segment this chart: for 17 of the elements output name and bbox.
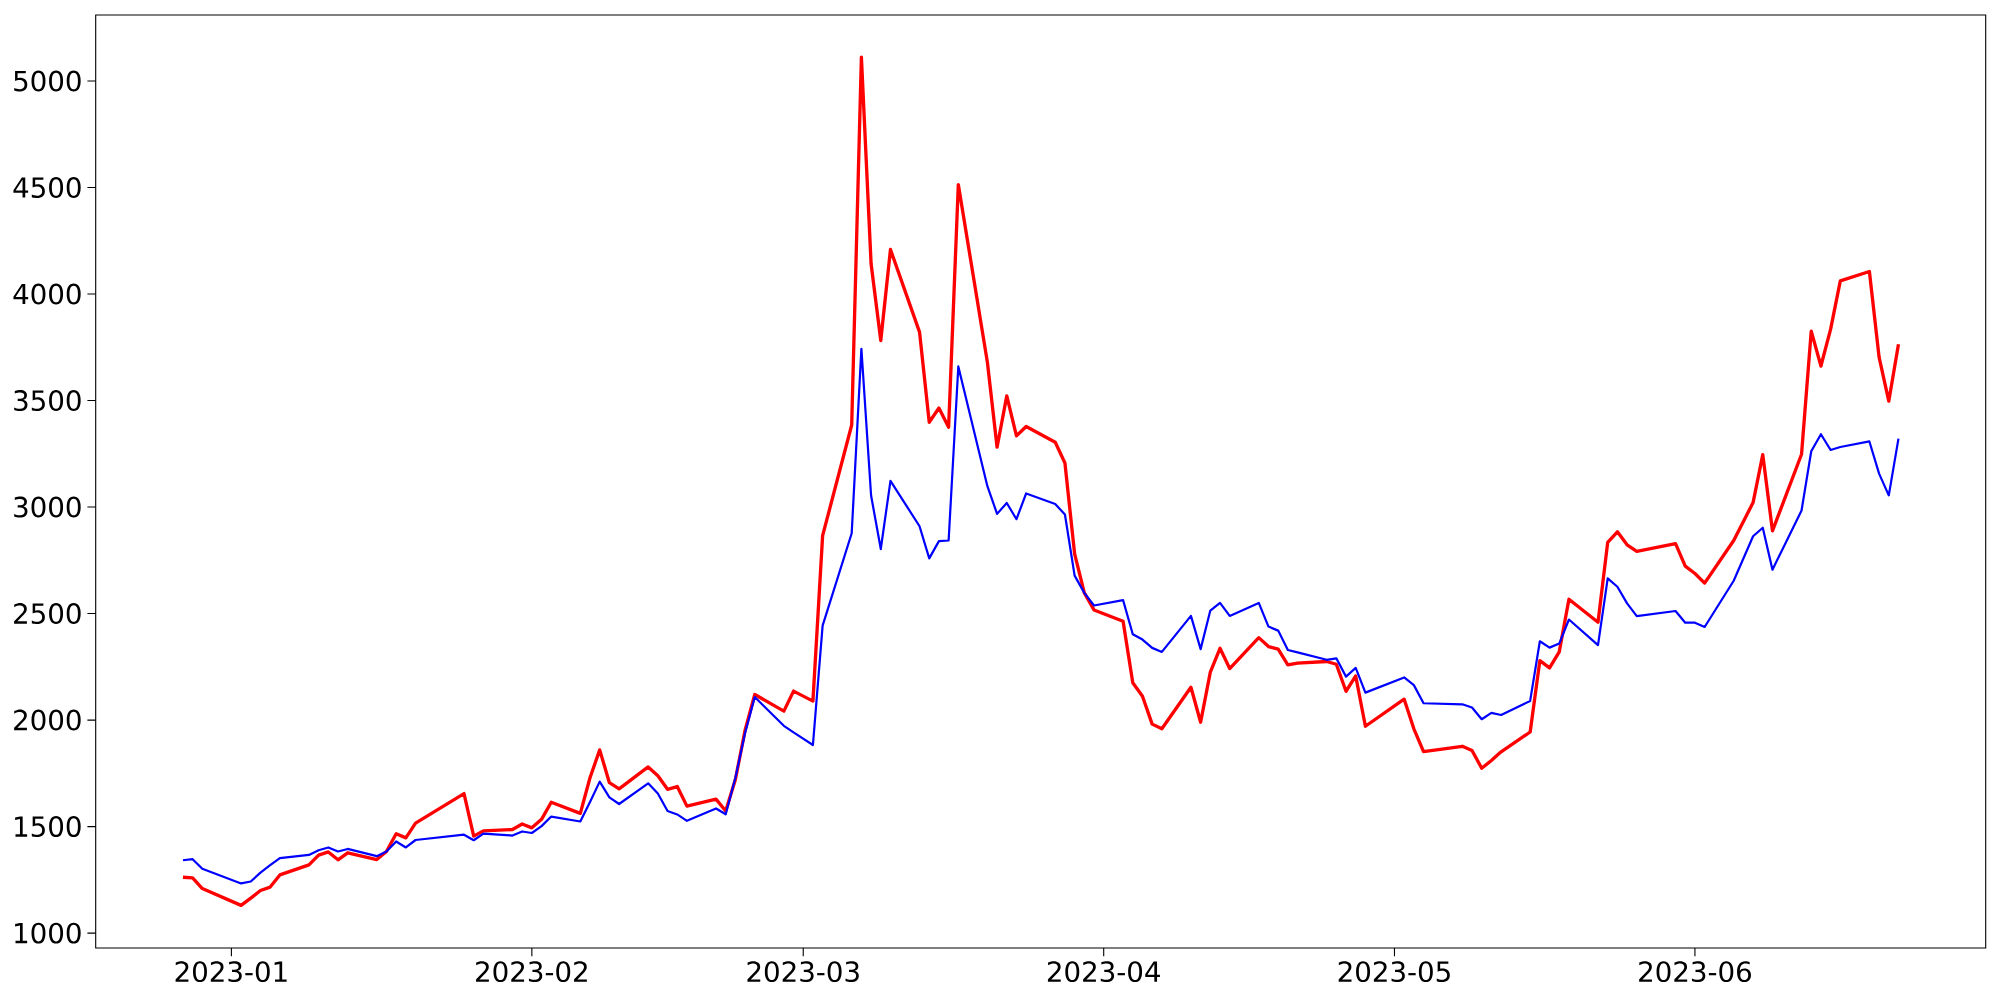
- line-series: [181, 55, 1901, 908]
- x-tick-label: 2023-02: [476, 961, 587, 983]
- y-tick-label: 4500: [13, 177, 81, 198]
- y-tick-label: 3500: [14, 390, 81, 412]
- x-tick-label: 2023-05: [1338, 961, 1450, 983]
- y-tick-label: 1000: [15, 922, 81, 944]
- x-tick-label: 2023-04: [1047, 961, 1160, 983]
- y-tick-label: 2500: [14, 603, 81, 625]
- y-tick-label: 2000: [14, 709, 81, 731]
- y-tick-label: 1500: [15, 816, 81, 838]
- x-tick-label: 2023-06: [1639, 961, 1751, 983]
- x-tick-label: 2023-03: [747, 961, 859, 983]
- y-tick-label: 4000: [13, 283, 81, 305]
- x-tick-label: 2023-01: [175, 961, 287, 983]
- y-tick-label: 5000: [14, 70, 81, 92]
- y-tick-label: 3000: [14, 496, 81, 518]
- line-series: [181, 347, 1900, 885]
